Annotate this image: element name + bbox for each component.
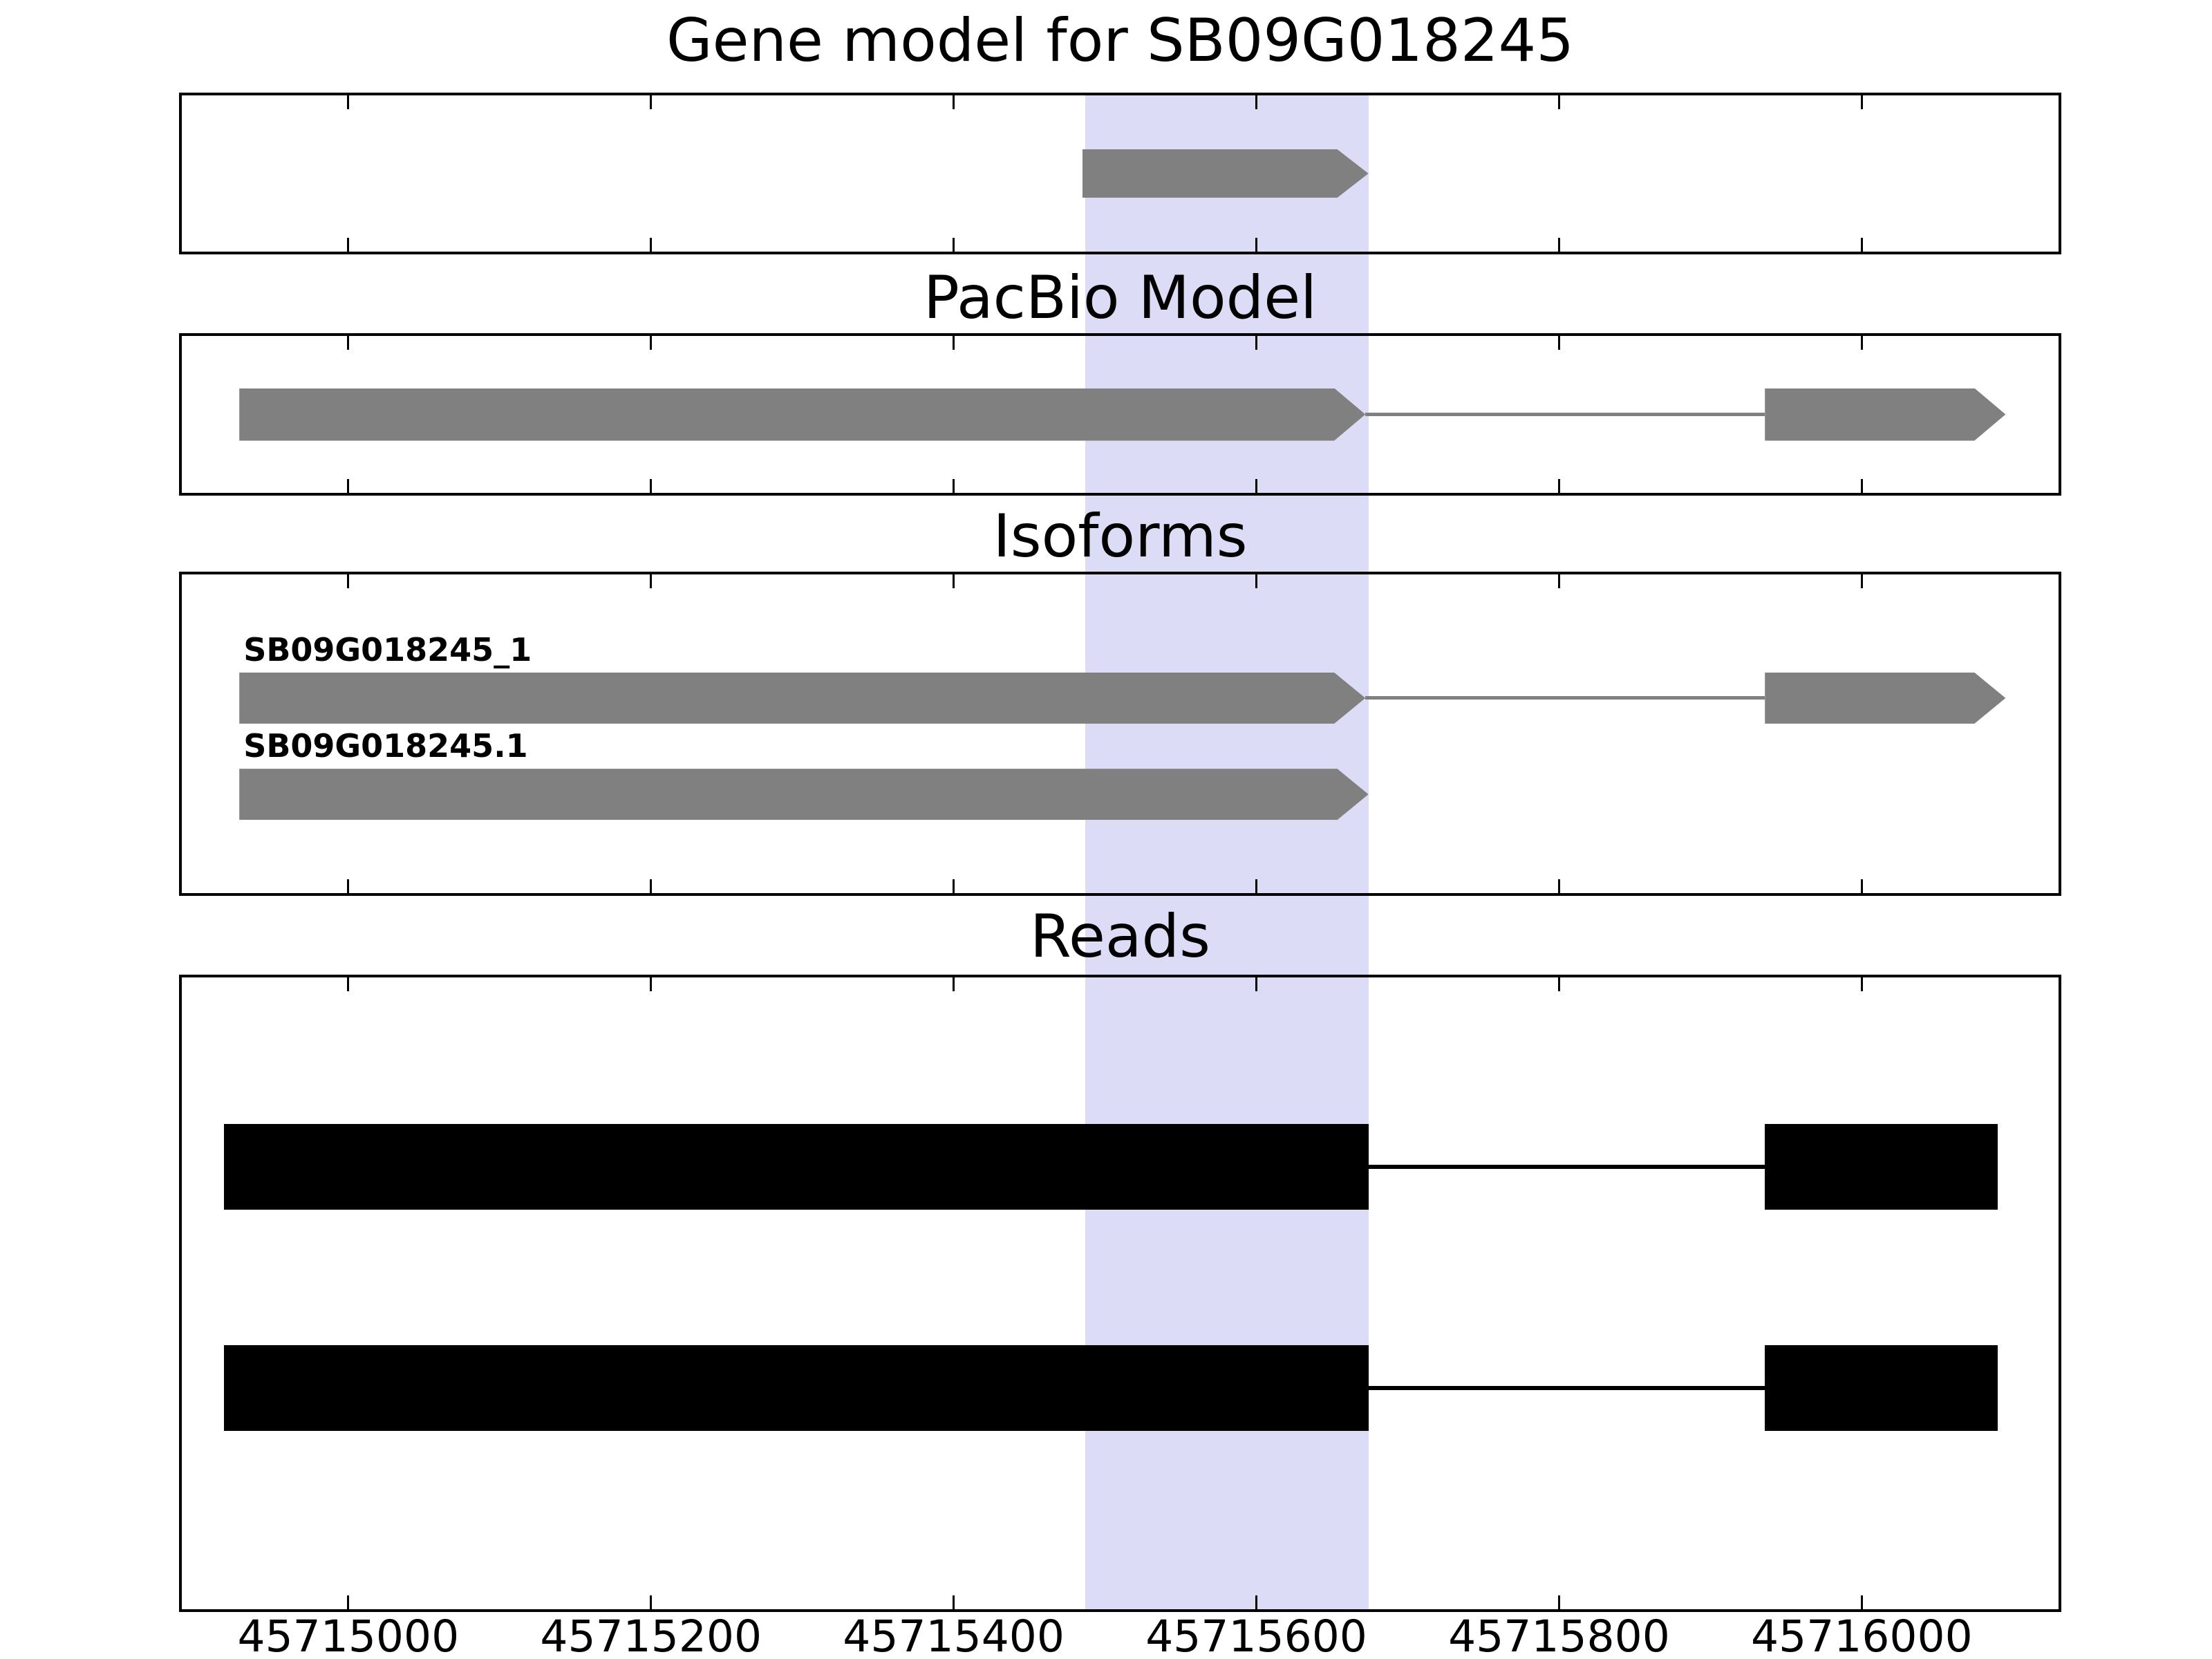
exon-arrow-block <box>239 769 1368 820</box>
pacbio-model-panel <box>179 333 2061 496</box>
intron-line <box>1365 696 1765 700</box>
axis-tick-mark <box>347 336 350 350</box>
exon-arrow-block <box>1082 149 1369 198</box>
axis-tick-mark <box>1860 574 1863 588</box>
axis-tick-mark <box>650 1595 653 1609</box>
exon-block <box>224 1124 1369 1210</box>
axis-tick-mark <box>650 879 653 893</box>
isoform-label: SB09G018245.1 <box>243 727 528 765</box>
axis-tick-mark <box>650 479 653 493</box>
axis-tick-mark <box>1255 336 1258 350</box>
axis-tick-mark <box>347 574 350 588</box>
axis-tick-mark <box>1255 574 1258 588</box>
axis-tick-mark <box>953 1595 955 1609</box>
axis-tick-mark <box>1255 95 1258 109</box>
x-tick-label: 45715000 <box>237 1611 460 1659</box>
axis-tick-mark <box>953 977 955 991</box>
axis-tick-mark <box>1860 336 1863 350</box>
gene-model-panel <box>179 93 2061 254</box>
isoforms-panel-title: Isoforms <box>993 502 1248 571</box>
reads-panel <box>179 975 2061 1612</box>
axis-tick-mark <box>1255 238 1258 252</box>
axis-tick-mark <box>347 479 350 493</box>
x-tick-label: 45716000 <box>1751 1611 1973 1659</box>
exon-arrow-block <box>1765 673 2005 724</box>
axis-tick-mark <box>953 95 955 109</box>
axis-tick-mark <box>1557 879 1560 893</box>
exon-block <box>1765 1124 1998 1210</box>
axis-tick-mark <box>1557 238 1560 252</box>
axis-tick-mark <box>1860 479 1863 493</box>
exon-arrow-block <box>1765 388 2005 441</box>
isoforms-panel: SB09G018245_1 SB09G018245.1 <box>179 572 2061 896</box>
axis-tick-mark <box>1557 336 1560 350</box>
exon-arrow-block <box>239 388 1365 441</box>
axis-tick-mark <box>1255 879 1258 893</box>
axis-tick-mark <box>347 238 350 252</box>
axis-tick-mark <box>347 1595 350 1609</box>
axis-tick-mark <box>1860 977 1863 991</box>
intron-line <box>1365 413 1765 416</box>
intron-line <box>1368 1386 1765 1391</box>
axis-tick-mark <box>650 574 653 588</box>
gene-model-panel-title: Gene model for SB09G018245 <box>666 6 1574 75</box>
pacbio-panel-title: PacBio Model <box>923 263 1318 332</box>
axis-tick-mark <box>347 95 350 109</box>
axis-tick-mark <box>1255 479 1258 493</box>
axis-tick-mark <box>650 95 653 109</box>
x-tick-label: 45715400 <box>843 1611 1065 1659</box>
axis-tick-mark <box>953 879 955 893</box>
exon-block <box>1765 1345 1998 1432</box>
axis-tick-mark <box>650 977 653 991</box>
axis-tick-mark <box>347 879 350 893</box>
axis-tick-mark <box>650 336 653 350</box>
axis-tick-mark <box>953 479 955 493</box>
axis-tick-mark <box>1860 1595 1863 1609</box>
axis-tick-mark <box>1860 879 1863 893</box>
axis-tick-mark <box>1255 977 1258 991</box>
intron-line <box>1368 1165 1765 1170</box>
axis-tick-mark <box>1557 479 1560 493</box>
axis-tick-mark <box>953 238 955 252</box>
axis-tick-mark <box>953 574 955 588</box>
exon-arrow-block <box>239 673 1365 724</box>
axis-tick-mark <box>1557 95 1560 109</box>
axis-tick-mark <box>1860 95 1863 109</box>
axis-tick-mark <box>953 336 955 350</box>
axis-tick-mark <box>1860 238 1863 252</box>
reads-panel-title: Reads <box>1030 902 1210 971</box>
x-tick-label: 45715200 <box>540 1611 762 1659</box>
axis-tick-mark <box>1557 574 1560 588</box>
x-tick-label: 45715600 <box>1145 1611 1367 1659</box>
isoform-label: SB09G018245_1 <box>243 630 532 668</box>
axis-tick-mark <box>1557 1595 1560 1609</box>
axis-tick-mark <box>650 238 653 252</box>
axis-tick-mark <box>1255 1595 1258 1609</box>
axis-tick-mark <box>347 977 350 991</box>
exon-block <box>224 1345 1369 1432</box>
x-tick-label: 45715800 <box>1448 1611 1670 1659</box>
axis-tick-mark <box>1557 977 1560 991</box>
